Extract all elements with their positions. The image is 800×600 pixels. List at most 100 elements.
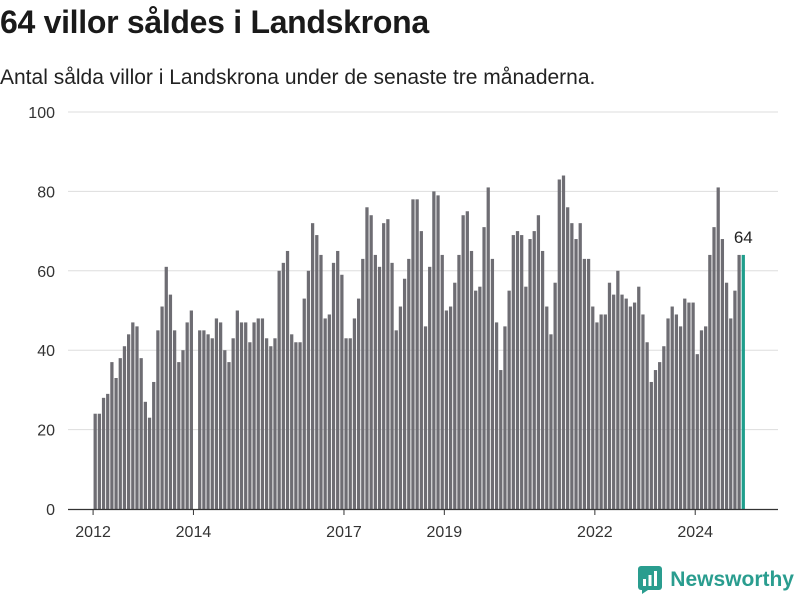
bar (465, 211, 469, 509)
bar (298, 342, 302, 509)
bar (737, 254, 741, 509)
bar (411, 199, 415, 509)
bar (352, 318, 357, 509)
bar (536, 215, 541, 509)
bar (674, 314, 679, 509)
newsworthy-logo-icon (638, 566, 663, 594)
bar (256, 318, 260, 509)
bar (327, 314, 331, 509)
x-axis: 2012 2014 2017 2019 2022 2024 (68, 508, 778, 541)
bar (432, 191, 436, 509)
bar (532, 231, 536, 509)
bar (708, 254, 712, 509)
bar (365, 207, 369, 509)
bar (524, 286, 528, 509)
bar (160, 306, 164, 509)
bar (683, 298, 687, 509)
bar (419, 231, 423, 509)
bar (511, 235, 515, 509)
bar (264, 338, 269, 509)
bar (126, 334, 131, 509)
bar-highlight (741, 254, 745, 509)
bar (649, 381, 653, 509)
bar (557, 179, 561, 510)
bar (135, 326, 139, 509)
bar (448, 306, 453, 509)
bar (637, 286, 641, 509)
bar (666, 318, 670, 509)
bar (595, 322, 599, 509)
bar (336, 250, 340, 509)
y-tick-label: 40 (37, 343, 55, 360)
bar (281, 262, 285, 509)
bar (695, 354, 699, 509)
y-tick-label: 20 (37, 423, 55, 440)
y-tick-label: 80 (37, 184, 55, 201)
bar (603, 314, 607, 509)
bar (415, 199, 419, 509)
bar (461, 215, 465, 509)
bar (490, 258, 495, 509)
bar (712, 227, 716, 509)
x-tick-label: 2017 (326, 524, 362, 541)
bar (599, 314, 603, 509)
bar (444, 310, 449, 509)
bar (402, 278, 407, 509)
bar (302, 298, 306, 509)
bar (373, 254, 377, 509)
bar (315, 235, 319, 509)
bar (290, 334, 294, 509)
bar (499, 370, 503, 509)
bar (691, 302, 695, 509)
bar (574, 239, 578, 510)
bar (323, 318, 327, 509)
bar (331, 262, 336, 509)
bar (482, 227, 486, 509)
bar (561, 175, 566, 509)
y-axis-ticks: 0 20 40 60 80 100 (28, 105, 55, 519)
bar (423, 326, 428, 509)
highlight-data-label: 64 (734, 228, 753, 247)
bar (164, 266, 168, 509)
bar (231, 338, 235, 509)
bar (645, 342, 649, 509)
bar (469, 250, 474, 509)
bar (586, 258, 591, 509)
bar (658, 362, 662, 509)
bar (260, 318, 265, 509)
brand-name: Newsworthy (670, 568, 794, 591)
y-tick-label: 0 (46, 502, 55, 519)
bar (670, 306, 674, 509)
bar (578, 223, 582, 509)
bar (428, 266, 432, 509)
bar (198, 330, 202, 509)
bar (457, 254, 461, 509)
bar (369, 215, 373, 509)
bar (398, 306, 403, 509)
bar (582, 258, 587, 509)
y-tick-label: 100 (28, 105, 55, 122)
bar (239, 322, 244, 509)
bar (733, 290, 737, 509)
bar (310, 223, 315, 509)
bar (356, 298, 361, 509)
bar (453, 282, 457, 509)
bar (503, 326, 507, 509)
bar (114, 377, 118, 509)
bar (252, 322, 256, 509)
bar (549, 334, 553, 509)
bar (616, 270, 620, 509)
bar (106, 393, 110, 509)
bar (143, 401, 147, 509)
bar (662, 346, 666, 509)
bar (407, 258, 411, 509)
bar (474, 290, 478, 509)
bar (218, 322, 223, 509)
bar (177, 362, 181, 509)
bar (440, 254, 444, 509)
bar (248, 342, 252, 509)
bar (486, 187, 490, 509)
bar (520, 235, 524, 509)
bar (540, 250, 545, 509)
bar (210, 338, 214, 509)
